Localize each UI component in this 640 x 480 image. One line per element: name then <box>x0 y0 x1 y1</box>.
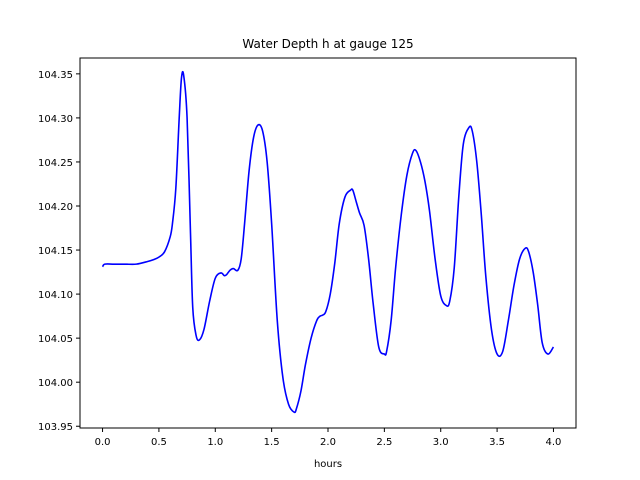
x-tick-label: 0.0 <box>95 437 111 448</box>
chart-title: Water Depth h at gauge 125 <box>242 37 413 51</box>
y-tick-label: 104.00 <box>38 378 73 389</box>
x-axis: 0.0 0.5 1.0 1.5 2.0 2.5 3.0 3.5 4.0 <box>95 428 562 448</box>
axes-frame <box>79 57 577 429</box>
x-tick-label: 2.0 <box>320 437 336 448</box>
x-axis-label: hours <box>314 459 342 470</box>
y-tick-label: 104.05 <box>38 334 73 345</box>
x-tick-label: 2.5 <box>376 437 392 448</box>
x-tick-label: 3.5 <box>489 437 505 448</box>
x-tick-label: 4.0 <box>546 437 562 448</box>
y-tick-label: 104.30 <box>38 114 73 125</box>
y-tick-label: 104.20 <box>38 202 73 213</box>
y-tick-label: 104.35 <box>38 70 73 81</box>
y-tick-label: 104.25 <box>38 158 73 169</box>
x-tick-label: 3.0 <box>433 437 449 448</box>
y-tick-label: 103.95 <box>38 422 73 433</box>
y-tick-label: 104.10 <box>38 290 73 301</box>
y-tick-label: 104.15 <box>38 246 73 257</box>
y-axis: 103.95 104.00 104.05 104.10 104.15 104.20 104.… <box>38 70 80 433</box>
x-tick-label: 1.5 <box>264 437 280 448</box>
series-line-0 <box>101 70 555 414</box>
plot-area <box>101 70 555 414</box>
x-tick-label: 0.5 <box>151 437 167 448</box>
x-tick-label: 1.0 <box>207 437 223 448</box>
